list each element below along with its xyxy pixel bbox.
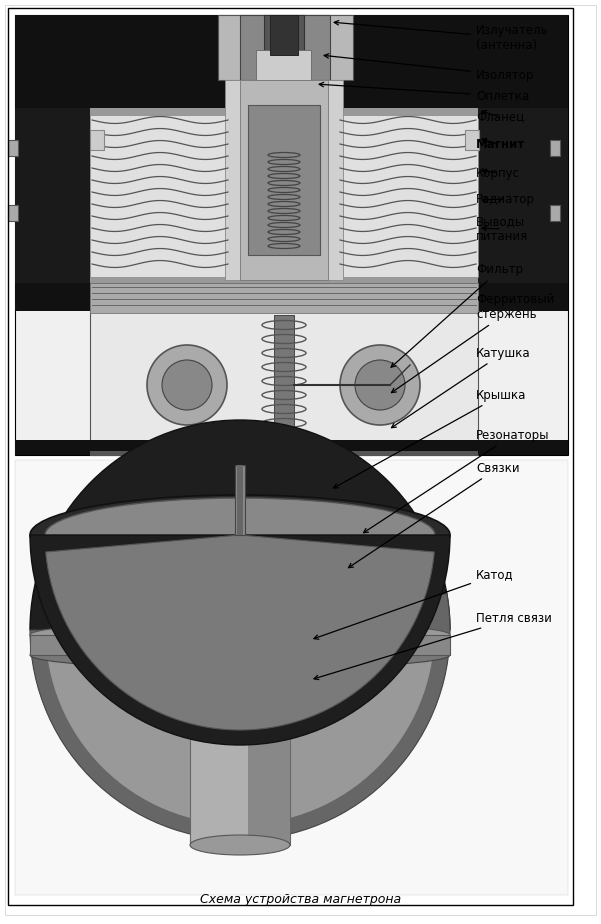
Ellipse shape [30, 495, 450, 575]
Wedge shape [30, 593, 450, 840]
Bar [15, 80, 568, 108]
Text: Радиатор: Радиатор [476, 192, 535, 205]
Text: Крышка: Крышка [334, 388, 526, 488]
Text: Катушка: Катушка [391, 346, 531, 428]
Ellipse shape [30, 641, 450, 669]
Text: Фланец: Фланец [476, 111, 524, 124]
Circle shape [162, 360, 212, 410]
Text: Выводы
питания: Выводы питания [476, 215, 528, 243]
Bar [90, 115, 230, 277]
Bar [15, 108, 90, 283]
Bar [15, 15, 568, 455]
Bar [218, 15, 353, 80]
Text: Изолятор: Изолятор [324, 54, 534, 81]
Bar [15, 15, 568, 80]
Bar [235, 465, 245, 535]
Bar [15, 108, 568, 283]
Ellipse shape [190, 835, 290, 855]
Bar [550, 140, 560, 156]
Bar [338, 115, 478, 277]
Bar [190, 700, 290, 845]
Circle shape [147, 345, 227, 425]
Bar [90, 283, 478, 313]
Bar [30, 635, 450, 655]
Bar [90, 451, 478, 455]
Ellipse shape [190, 688, 290, 712]
Text: Корпус: Корпус [476, 166, 520, 179]
Bar [465, 130, 479, 150]
Circle shape [340, 345, 420, 425]
Bar [8, 140, 18, 156]
Bar [248, 105, 320, 255]
Text: Ферритовый
стержень: Ферритовый стержень [391, 293, 554, 393]
Bar [210, 630, 270, 710]
Text: Излучатель
(антенна): Излучатель (антенна) [334, 20, 549, 52]
Bar [256, 50, 311, 80]
Ellipse shape [45, 498, 435, 572]
Bar [270, 15, 298, 55]
Circle shape [355, 360, 405, 410]
Bar [274, 315, 294, 450]
Text: Связки: Связки [349, 461, 520, 567]
Bar [248, 700, 290, 845]
Bar [225, 80, 343, 280]
Text: Схема устройства магнетрона: Схема устройства магнетрона [201, 894, 401, 906]
Text: Резонаторы: Резонаторы [364, 429, 549, 533]
Bar [478, 108, 568, 283]
Bar [15, 440, 568, 455]
Ellipse shape [210, 619, 270, 641]
Ellipse shape [210, 699, 270, 721]
Bar [264, 15, 304, 65]
Text: Магнит: Магнит [476, 139, 525, 152]
Bar [237, 465, 243, 535]
Bar [8, 205, 18, 221]
Bar [240, 80, 328, 280]
Wedge shape [30, 420, 450, 630]
Text: Оплетка: Оплетка [319, 82, 529, 103]
Bar [15, 460, 568, 895]
Bar [240, 15, 330, 80]
Text: Фильтр: Фильтр [391, 263, 523, 367]
Bar [550, 205, 560, 221]
Text: Катод: Катод [314, 568, 514, 639]
Wedge shape [46, 535, 435, 730]
Bar [90, 311, 478, 455]
Ellipse shape [30, 621, 450, 649]
Wedge shape [45, 630, 435, 825]
Bar [90, 130, 104, 150]
Text: Петля связи: Петля связи [314, 612, 552, 680]
Wedge shape [30, 535, 450, 745]
Bar [15, 283, 568, 311]
